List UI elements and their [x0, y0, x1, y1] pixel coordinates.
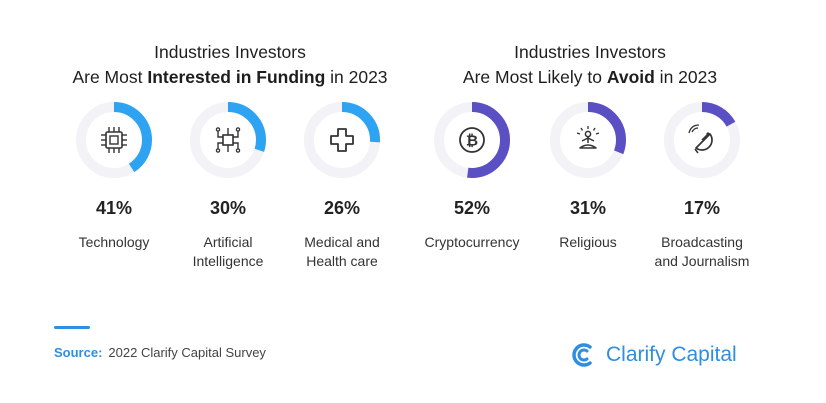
category-label-line: Broadcasting — [661, 234, 743, 250]
satellite-dish-icon — [688, 124, 713, 154]
metric-religious: 31% Religious — [528, 100, 648, 252]
donut-arc — [304, 102, 380, 178]
donut-arc — [434, 102, 510, 178]
donut-svg — [304, 102, 380, 178]
metric-artificial-intelligence: 30% Artificial Intelligence — [168, 100, 288, 271]
value-label: 31% — [569, 198, 607, 218]
donut-svg — [664, 102, 740, 178]
donut-arc — [190, 102, 266, 178]
category-label: Cryptocurrency — [412, 233, 532, 252]
donut-arc — [76, 102, 152, 178]
metric-medical-and-health-care: 26% Medical and Health care — [282, 100, 402, 271]
circuit-icon — [215, 127, 241, 153]
clarify-capital-logo: Clarify Capital — [570, 340, 737, 370]
donut-chart — [302, 100, 382, 180]
value-label: 41% — [95, 198, 133, 218]
source-text: 2022 Clarify Capital Survey — [108, 345, 266, 360]
value-label: 30% — [209, 198, 247, 218]
donut-arc — [550, 102, 626, 178]
donut-arc — [664, 102, 740, 178]
left-title-line2-pre: Are Most — [72, 67, 148, 87]
donut-chart: ₿ — [432, 100, 512, 180]
source-label: Source: — [54, 345, 103, 360]
value-label: 52% — [453, 198, 491, 218]
right-title-line2-pre: Are Most Likely to — [462, 67, 607, 87]
value-label: 17% — [683, 198, 721, 218]
logo-text: Clarify Capital — [606, 343, 737, 366]
category-label-line: Religious — [559, 234, 617, 250]
clarify-logo-icon — [572, 343, 592, 367]
right-title-line2: Are Most Likely to Avoid in 2023 — [400, 65, 780, 90]
left-title-line2: Are Most Interested in Funding in 2023 — [40, 65, 420, 90]
right-title-line1: Industries Investors — [514, 42, 666, 62]
right-title-bold: Avoid — [606, 67, 655, 87]
category-label-line: Medical and — [304, 234, 380, 250]
right-panel-title: Industries Investors Are Most Likely to … — [400, 40, 780, 90]
left-title-post: in 2023 — [325, 67, 388, 87]
donut-chart — [662, 100, 742, 180]
donut-svg — [434, 102, 510, 178]
source-divider — [54, 326, 90, 329]
left-title-line1: Industries Investors — [154, 42, 306, 62]
svg-text:₿: ₿ — [466, 132, 478, 150]
metric-cryptocurrency: ₿ 52% Cryptocurrency — [412, 100, 532, 252]
category-label-line: Intelligence — [192, 253, 264, 269]
category-label-line: Health care — [306, 253, 378, 269]
category-label: Religious — [528, 233, 648, 252]
meditation-icon — [576, 126, 600, 149]
left-title-bold: Interested in Funding — [147, 67, 326, 87]
donut-svg — [190, 102, 266, 178]
category-label: Artificial Intelligence — [168, 233, 288, 271]
category-label: Medical and Health care — [282, 233, 402, 271]
category-label: Technology — [54, 233, 174, 252]
donut-chart — [188, 100, 268, 180]
medical-cross-icon — [330, 128, 354, 152]
category-label-line: and Journalism — [654, 253, 750, 269]
right-title-post: in 2023 — [654, 67, 718, 87]
left-panel-title: Industries Investors Are Most Interested… — [40, 40, 420, 90]
metric-technology: 41% Technology — [54, 100, 174, 252]
category-label-line: Cryptocurrency — [424, 234, 520, 250]
category-label-line: Technology — [78, 234, 150, 250]
metric-broadcasting-and-journalism: 17% Broadcasting and Journalism — [642, 100, 762, 271]
chip-icon — [101, 127, 127, 153]
donut-svg — [550, 102, 626, 178]
donut-svg — [76, 102, 152, 178]
donut-chart — [74, 100, 154, 180]
category-label-line: Artificial — [203, 234, 253, 250]
source-note: Source: 2022 Clarify Capital Survey — [54, 345, 266, 360]
category-label: Broadcasting and Journalism — [642, 233, 762, 271]
value-label: 26% — [323, 198, 361, 218]
donut-chart — [548, 100, 628, 180]
bitcoin-icon: ₿ — [459, 127, 485, 153]
